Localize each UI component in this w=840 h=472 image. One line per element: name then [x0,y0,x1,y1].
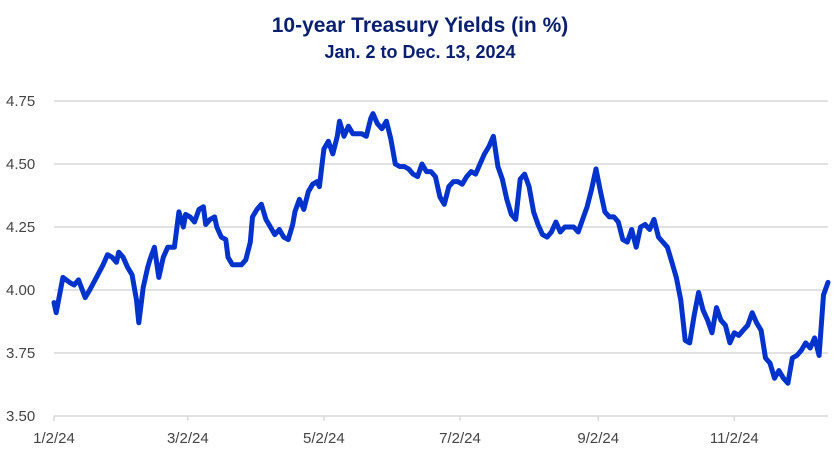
y-axis: 4.75 4.50 4.25 4.00 3.75 3.50 [6,93,35,425]
y-tick-label: 4.50 [6,156,35,173]
y-tick-label: 4.75 [6,93,35,110]
x-tick-label: 9/2/24 [577,430,619,447]
x-tick-label: 11/2/24 [710,430,759,447]
y-tick-label: 4.25 [6,219,35,236]
x-axis: 1/2/24 3/2/24 5/2/24 7/2/24 9/2/24 11/2/24 [33,416,759,447]
x-tick-label: 1/2/24 [33,430,75,447]
yield-line [51,111,831,386]
x-tick-label: 7/2/24 [439,430,481,447]
x-tick-label: 3/2/24 [167,430,209,447]
gridlines [54,100,828,417]
y-tick-label: 3.50 [6,408,35,425]
x-tick-label: 5/2/24 [303,430,345,447]
y-tick-label: 3.75 [6,345,35,362]
chart-subtitle: Jan. 2 to Dec. 13, 2024 [324,42,516,62]
y-tick-label: 4.00 [6,282,35,299]
chart-title: 10-year Treasury Yields (in %) [271,14,569,37]
